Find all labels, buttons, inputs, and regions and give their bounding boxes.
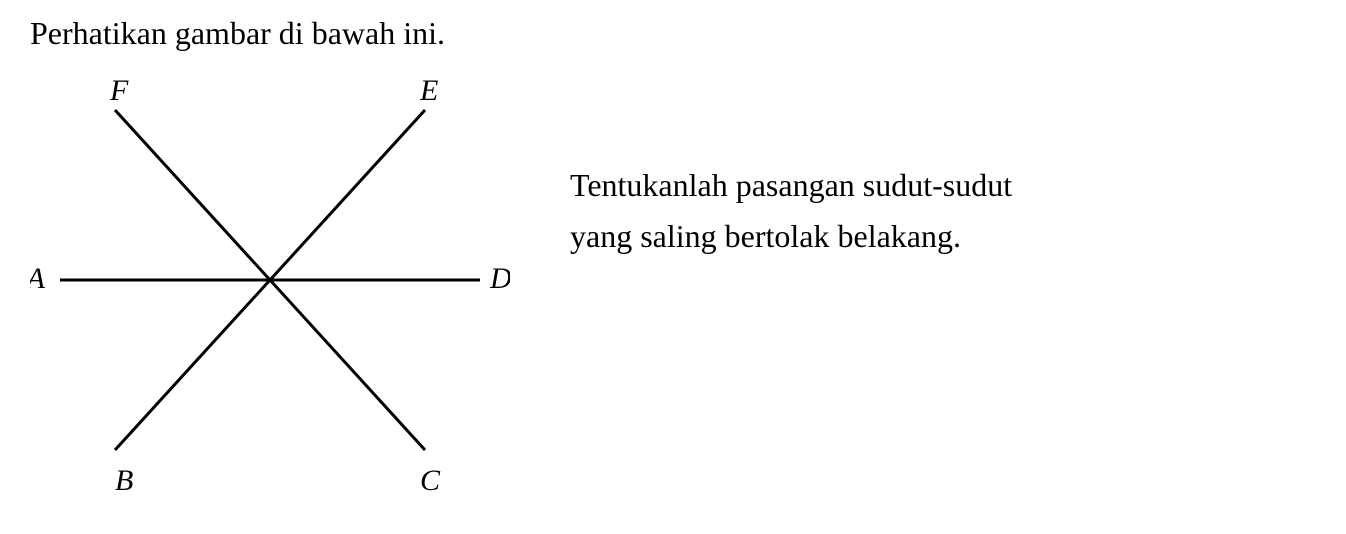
intersection-diagram: A B C D E F [30, 60, 510, 520]
label-b: B [115, 464, 133, 497]
label-d: D [489, 262, 510, 295]
label-c: C [420, 464, 441, 497]
diagram-svg: A B C D E F [30, 60, 510, 520]
instruction-text: Tentukanlah pasangan sudut-sudut yang sa… [570, 160, 1310, 262]
label-f: F [109, 74, 129, 107]
instruction-line-2: yang saling bertolak belakang. [570, 211, 1310, 262]
label-e: E [419, 74, 438, 107]
instruction-line-1: Tentukanlah pasangan sudut-sudut [570, 160, 1310, 211]
label-a: A [30, 262, 46, 295]
page-title: Perhatikan gambar di bawah ini. [30, 15, 445, 52]
